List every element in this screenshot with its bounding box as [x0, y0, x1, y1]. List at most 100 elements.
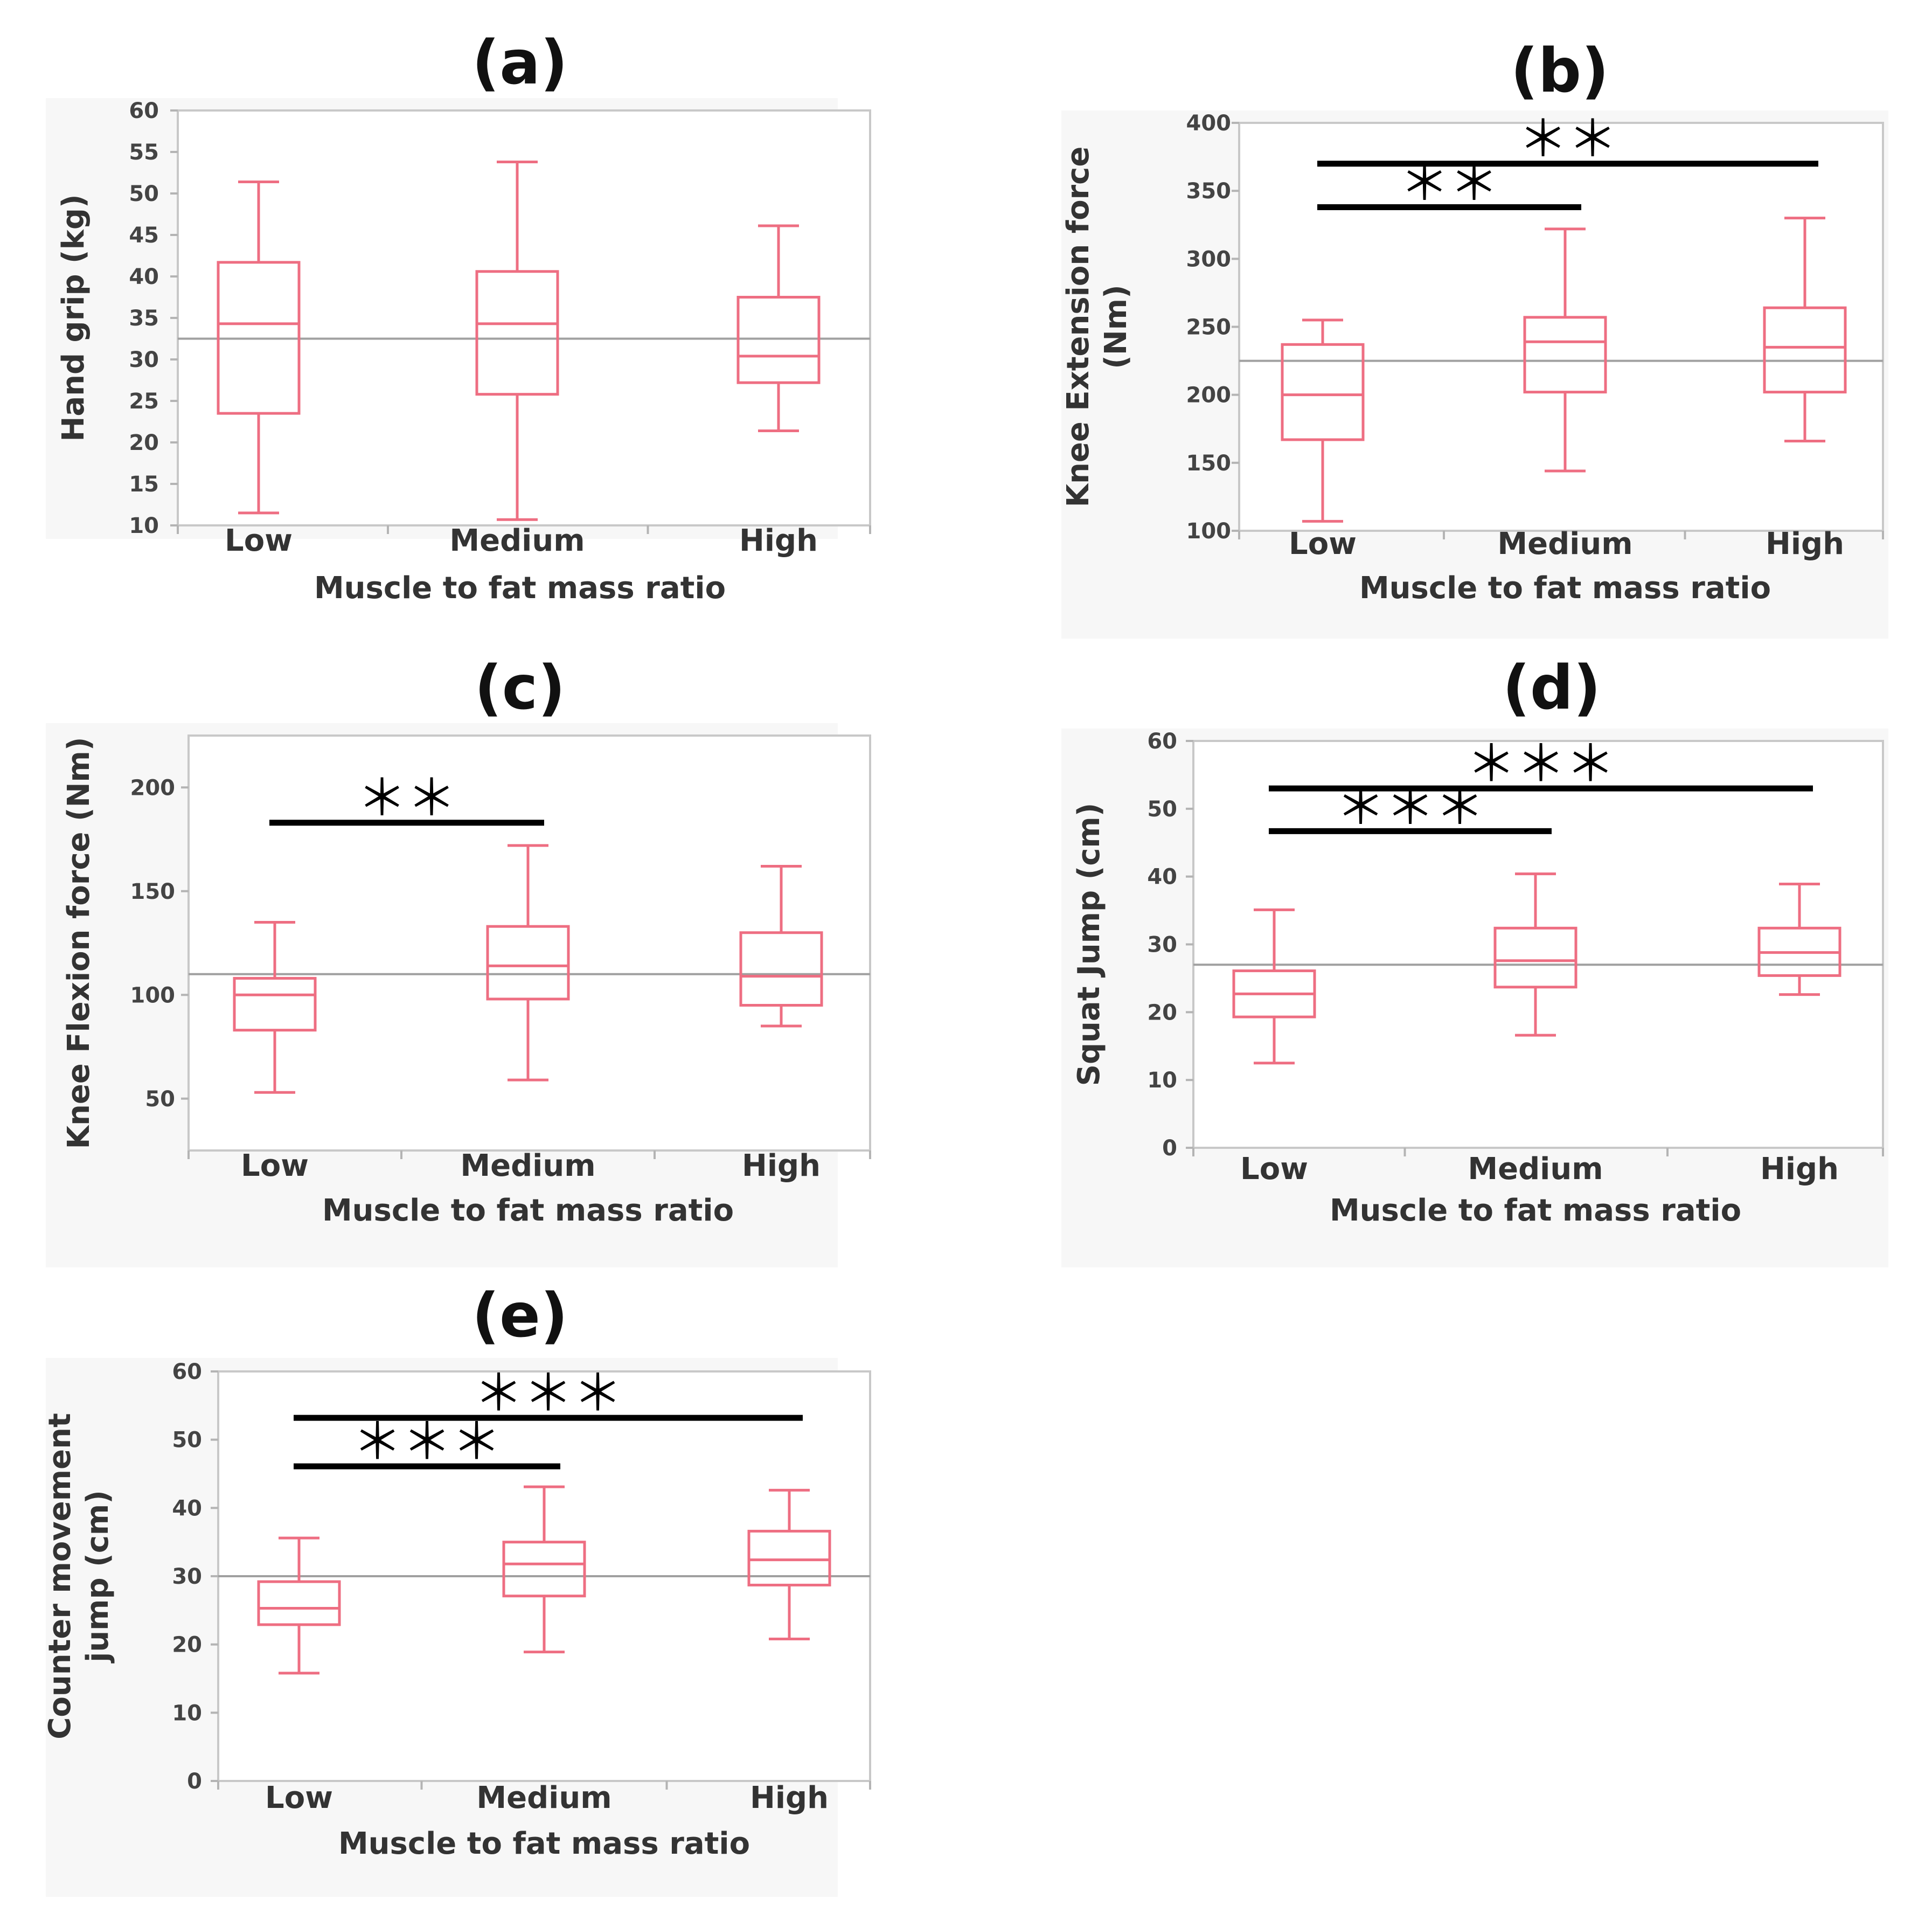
panel-d: (d) 0 10 20 30 40 50 60 ＊＊＊＊＊＊ Low Medium High Muscl…	[1061, 653, 1888, 1267]
plot-area	[177, 109, 871, 526]
y-tick-label: 10	[172, 1701, 202, 1725]
box-low	[1281, 318, 1365, 523]
y-tick-label: 40	[1147, 865, 1177, 890]
y-tick-label: 40	[129, 265, 159, 289]
y-tick-label: 35	[129, 306, 159, 331]
y-tick-label: 20	[1147, 1000, 1177, 1025]
iqr-box	[217, 261, 301, 415]
box-low	[257, 1536, 341, 1675]
y-tick-label: 350	[1186, 179, 1232, 204]
y-axis-title: Knee Flexion force (Nm)	[61, 737, 96, 1149]
iqr-box	[1523, 316, 1607, 394]
y-tick-label: 0	[1162, 1136, 1177, 1161]
y-axis-title: jump (cm)	[80, 1490, 115, 1663]
box-medium	[475, 160, 559, 521]
x-category-label: Low	[1240, 1152, 1308, 1187]
y-axis-title: (Nm)	[1099, 285, 1134, 369]
x-category-label: High	[742, 1148, 821, 1183]
y-tick-label: 40	[172, 1496, 202, 1521]
y-tick-label: 45	[129, 223, 159, 248]
y-tick-label: 50	[129, 182, 159, 206]
box-high	[739, 865, 823, 1028]
x-axis-title: Muscle to fat mass ratio	[1330, 1193, 1741, 1228]
panel-e: (e) 0 10 20 30 40 50 60 ＊＊＊＊＊＊ Low Medium HighMuscl…	[43, 1281, 871, 1897]
panel-title: (b)	[1511, 36, 1609, 106]
box-low	[1232, 908, 1316, 1065]
panel-b: (b) 100 150 200 250 300 350 400 ＊＊ ＊＊ Low Medium Hig…	[1061, 36, 1888, 639]
x-axis-title: Muscle to fat mass ratio	[1359, 571, 1771, 606]
box-medium	[1523, 227, 1607, 473]
x-category-label: Low	[265, 1780, 333, 1815]
y-tick-label: 400	[1186, 111, 1232, 136]
iqr-box	[257, 1580, 341, 1626]
plot-area	[1238, 122, 1884, 532]
y-tick-label: 20	[129, 431, 159, 455]
x-axis-title: Muscle to fat mass ratio	[338, 1826, 750, 1861]
x-category-label: High	[739, 523, 818, 558]
significance-label: ＊＊＊	[1467, 735, 1615, 793]
x-category-label: Medium	[460, 1148, 595, 1183]
x-category-label: Low	[1289, 526, 1357, 562]
significance-label: ＊＊＊	[352, 1413, 501, 1471]
box-high	[736, 224, 821, 432]
y-tick-label: 25	[129, 389, 159, 414]
significance-label: ＊＊＊	[1336, 778, 1484, 835]
x-category-label: Low	[225, 523, 293, 558]
x-category-label: High	[1760, 1152, 1839, 1187]
x-category-label: Medium	[476, 1780, 611, 1815]
y-tick-label: 200	[1186, 383, 1232, 408]
x-category-label: Medium	[1468, 1152, 1603, 1187]
box-low	[233, 921, 317, 1094]
iqr-box	[739, 931, 823, 1007]
plot-area	[187, 734, 871, 1152]
box-high	[1757, 883, 1841, 996]
panel-title: (a)	[472, 28, 568, 98]
panel-title: (c)	[475, 653, 566, 723]
box-medium	[486, 844, 570, 1082]
y-tick-label: 30	[172, 1564, 202, 1589]
iqr-box	[475, 270, 559, 396]
iqr-box	[747, 1529, 831, 1586]
y-axis-title: Squat Jump (cm)	[1072, 803, 1107, 1086]
y-tick-label: 60	[129, 99, 159, 123]
x-axis-title: Muscle to fat mass ratio	[314, 571, 726, 606]
y-tick-label: 20	[172, 1633, 202, 1658]
y-tick-label: 50	[145, 1087, 175, 1112]
y-axis-title: Knee Extension force	[1061, 147, 1096, 508]
plot-area	[1192, 740, 1884, 1149]
panel-title: (d)	[1503, 653, 1601, 723]
iqr-box	[736, 296, 821, 384]
iqr-box	[1281, 343, 1365, 441]
significance-label: ＊＊	[1400, 154, 1499, 211]
y-tick-label: 100	[130, 983, 176, 1008]
y-tick-label: 200	[130, 775, 176, 800]
y-tick-label: 250	[1186, 315, 1232, 340]
y-axis-title: Counter movement	[43, 1413, 78, 1739]
y-tick-label: 100	[1186, 519, 1232, 544]
x-category-label: Medium	[1497, 526, 1632, 562]
panel-a: (a) 10 15 20 25 30 35 40 45 50 55 60 Low Medium High Mu…	[46, 28, 871, 606]
x-axis-title: Muscle to fat mass ratio	[322, 1193, 734, 1228]
panel-title: (e)	[472, 1281, 568, 1351]
box-medium	[1493, 872, 1577, 1037]
y-tick-label: 50	[172, 1428, 202, 1453]
box-high	[747, 1488, 831, 1641]
x-category-label: Medium	[449, 523, 585, 558]
y-tick-label: 60	[172, 1360, 202, 1384]
significance-label: ＊＊	[357, 770, 456, 827]
significance-label: ＊＊＊	[474, 1364, 622, 1422]
y-tick-label: 0	[187, 1769, 202, 1794]
y-axis-title: Hand grip (kg)	[56, 194, 91, 441]
y-tick-label: 30	[129, 348, 159, 372]
y-tick-label: 50	[1147, 797, 1177, 822]
y-tick-label: 10	[1147, 1068, 1177, 1093]
y-tick-label: 10	[129, 514, 159, 538]
significance-label: ＊＊	[1518, 110, 1617, 168]
x-category-label: High	[1766, 526, 1844, 562]
box-high	[1763, 217, 1847, 442]
y-tick-label: 150	[1186, 451, 1232, 476]
iqr-box	[1763, 306, 1847, 394]
iqr-box	[233, 976, 317, 1032]
